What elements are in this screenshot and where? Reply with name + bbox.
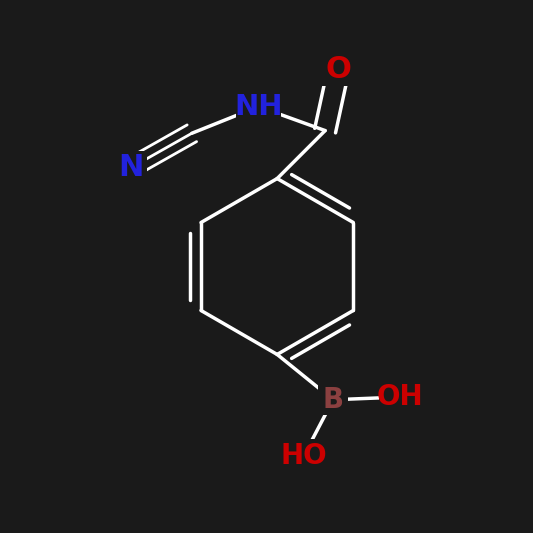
Text: N: N xyxy=(118,154,143,182)
Text: B: B xyxy=(322,386,344,414)
Text: OH: OH xyxy=(376,383,423,411)
FancyBboxPatch shape xyxy=(378,381,421,414)
FancyBboxPatch shape xyxy=(281,439,327,472)
FancyBboxPatch shape xyxy=(236,90,281,123)
Text: O: O xyxy=(326,55,351,84)
FancyBboxPatch shape xyxy=(318,384,348,416)
FancyBboxPatch shape xyxy=(320,52,357,86)
Text: NH: NH xyxy=(235,93,282,120)
Text: HO: HO xyxy=(280,442,327,470)
FancyBboxPatch shape xyxy=(114,151,147,184)
